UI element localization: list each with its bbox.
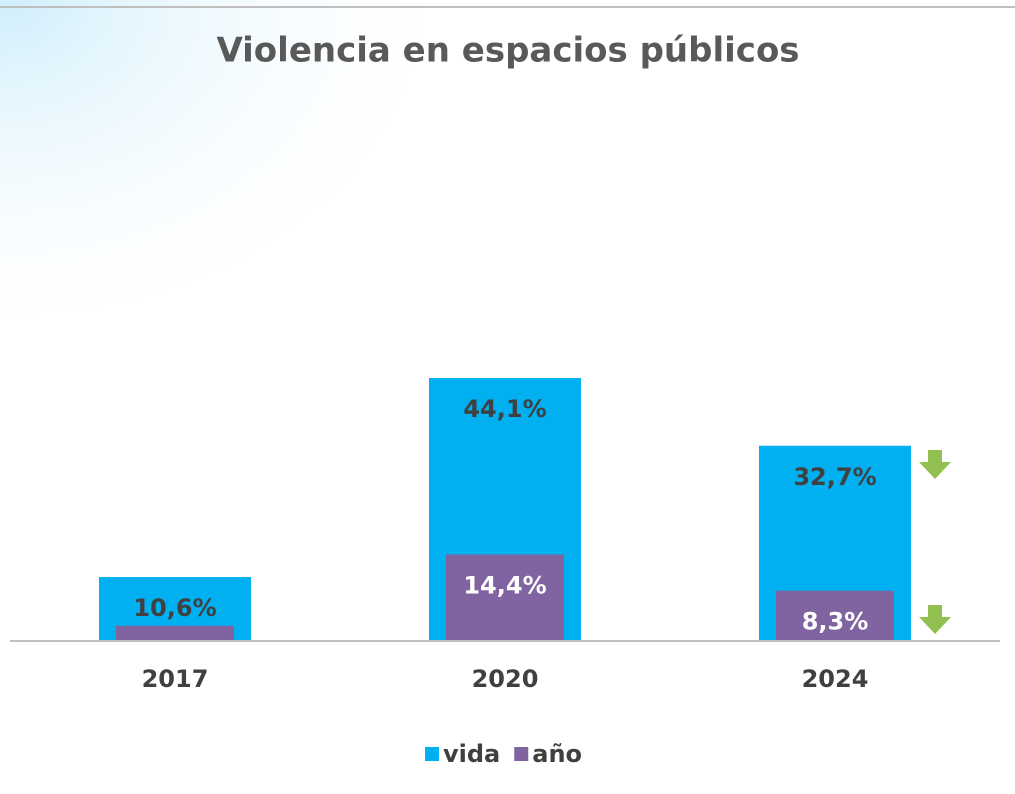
down-arrow — [919, 605, 951, 634]
value-label: 32,7% — [793, 463, 876, 491]
value-label: 14,4% — [463, 571, 546, 599]
legend-swatch — [514, 747, 529, 761]
legend-label: año — [532, 740, 582, 768]
bar — [776, 590, 894, 640]
background-glow — [0, 0, 480, 360]
value-label: 10,6% — [133, 594, 216, 622]
trend-arrows — [919, 450, 951, 634]
x-tick-label: 2024 — [802, 665, 869, 693]
value-label: 44,1% — [463, 395, 546, 423]
x-tick-label: 2020 — [472, 665, 539, 693]
down-arrow — [919, 450, 951, 479]
legend-label: vida — [443, 740, 500, 768]
x-tick-label: 2017 — [142, 665, 209, 693]
bar — [446, 554, 564, 640]
value-label: 8,3% — [802, 608, 869, 636]
chart-title: Violencia en espacios públicos — [216, 31, 799, 71]
bar — [116, 625, 234, 640]
legend-swatch — [425, 747, 439, 761]
